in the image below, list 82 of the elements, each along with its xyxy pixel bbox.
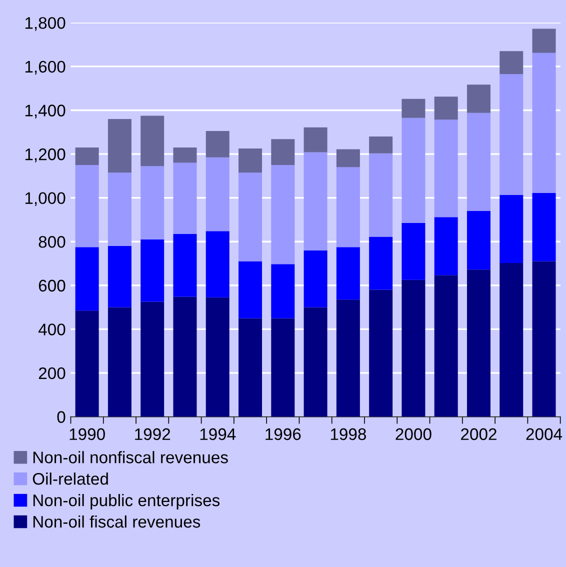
bar xyxy=(304,250,328,308)
bar xyxy=(238,261,262,318)
y-tick-label: 1,200 xyxy=(25,148,66,162)
bar xyxy=(108,119,132,173)
bar xyxy=(304,152,328,250)
x-tick-label: 1990 xyxy=(70,428,105,440)
bar xyxy=(532,52,556,194)
y-tick-label: 1,800 xyxy=(25,17,66,31)
bar xyxy=(500,51,524,74)
bar xyxy=(500,74,524,195)
x-tick-label: 1998 xyxy=(330,428,366,440)
bar xyxy=(532,28,556,53)
bar xyxy=(75,147,99,165)
y-tick-label: 1,400 xyxy=(25,104,66,118)
bar xyxy=(238,172,262,262)
x-tick-label: 1994 xyxy=(200,428,236,440)
bar xyxy=(434,275,458,417)
bar xyxy=(336,149,360,168)
bar xyxy=(108,172,132,246)
bar xyxy=(140,239,164,302)
bar xyxy=(75,310,99,417)
y-tick-label: 800 xyxy=(38,236,66,248)
bar xyxy=(369,136,393,154)
y-tick-label: 600 xyxy=(38,280,66,292)
bar xyxy=(434,96,458,120)
y-tick-label: 1,600 xyxy=(25,60,66,75)
bar xyxy=(140,302,164,417)
bar xyxy=(402,98,426,118)
bar xyxy=(140,116,164,166)
bar xyxy=(369,236,393,290)
bar xyxy=(304,307,328,417)
bar xyxy=(238,148,262,173)
y-tick-label: 1,000 xyxy=(25,192,66,206)
bar xyxy=(336,247,360,300)
bar xyxy=(173,296,197,417)
bar xyxy=(466,210,490,270)
bar xyxy=(402,222,426,280)
bar xyxy=(532,261,556,417)
bar xyxy=(271,164,295,264)
y-tick-label: 200 xyxy=(38,367,66,380)
bar xyxy=(402,280,426,417)
bar xyxy=(271,139,295,165)
bar xyxy=(271,318,295,417)
bar xyxy=(402,118,426,223)
bar xyxy=(434,120,458,218)
y-tick-label: 400 xyxy=(38,324,66,336)
bar xyxy=(466,112,490,211)
bar xyxy=(500,263,524,417)
legend-label: Oil-related xyxy=(32,472,108,485)
x-tick-label: 2000 xyxy=(396,428,432,440)
bar xyxy=(466,84,490,113)
bar xyxy=(75,164,99,248)
bar xyxy=(206,157,230,232)
bar xyxy=(336,167,360,248)
bar xyxy=(238,318,262,417)
bar xyxy=(206,131,230,158)
bar xyxy=(173,162,197,234)
bar xyxy=(173,147,197,163)
bar xyxy=(532,193,556,262)
bar xyxy=(304,127,328,152)
x-tick-label: 2004 xyxy=(526,428,562,440)
bar xyxy=(140,166,164,240)
legend-label: Non-oil fiscal revenues xyxy=(33,515,200,528)
x-tick-label: 2002 xyxy=(461,428,496,440)
bar xyxy=(206,231,230,298)
bar xyxy=(75,247,99,311)
bar xyxy=(108,307,132,417)
x-tick-label: 1992 xyxy=(135,428,170,440)
bar xyxy=(369,153,393,237)
bar xyxy=(500,194,524,264)
bar xyxy=(369,290,393,417)
bar xyxy=(336,300,360,417)
bar xyxy=(173,234,197,297)
bar xyxy=(434,217,458,276)
bar xyxy=(271,264,295,318)
bar xyxy=(206,297,230,417)
legend-label: Non-oil nonfiscal revenues xyxy=(33,451,228,464)
bar xyxy=(466,270,490,417)
y-tick-label: 0 xyxy=(57,411,66,423)
bar xyxy=(108,246,132,308)
x-tick-label: 1996 xyxy=(266,428,301,440)
legend-label: Non-oil public enterprises xyxy=(33,494,220,510)
